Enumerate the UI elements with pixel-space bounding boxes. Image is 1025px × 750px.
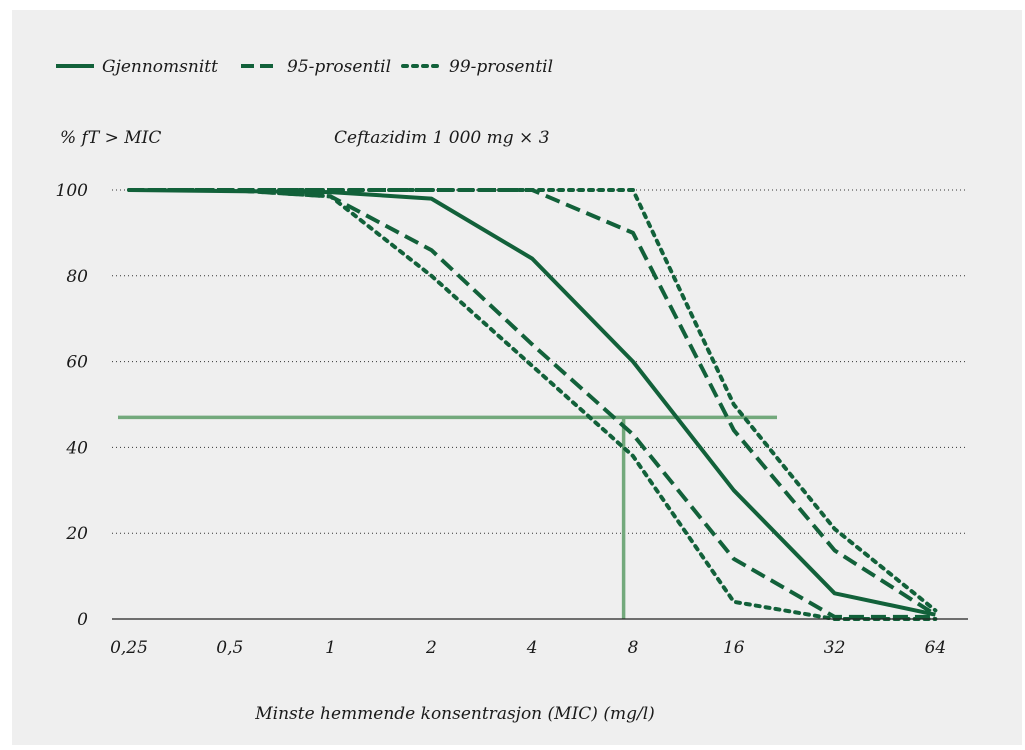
series-line-1 (129, 188, 936, 619)
gridlines (112, 189, 968, 534)
legend: Gjennomsnitt 95-prosentil 99-prosentil (56, 57, 553, 77)
series-line-3 (129, 188, 937, 617)
series-line-4 (127, 188, 938, 613)
y-tick-label: 80 (66, 267, 88, 287)
y-tick-label: 60 (66, 353, 88, 373)
line-chart: Gjennomsnitt 95-prosentil 99-prosentil % f… (56, 57, 968, 724)
x-axis-label: Minste hemmende konsentrasjon (MIC) (mg/… (254, 704, 655, 724)
y-tick-label: 40 (65, 438, 88, 458)
chart-panel: Gjennomsnitt 95-prosentil 99-prosentil % f… (12, 10, 1022, 745)
x-tick-label: 8 (628, 638, 639, 658)
legend-label-0: Gjennomsnitt (102, 57, 218, 77)
legend-label-2: 99-prosentil (449, 57, 553, 77)
x-tick-label: 2 (425, 638, 437, 658)
x-tick-label: 4 (526, 638, 538, 658)
legend-label-1: 95-prosentil (287, 57, 391, 77)
x-tick-labels: 0,25 0,5 1 2 4 8 16 32 64 (110, 638, 946, 658)
x-tick-label: 0,5 (216, 638, 243, 658)
x-tick-label: 64 (925, 638, 947, 658)
series-line-0 (128, 188, 936, 617)
series-lines (127, 188, 938, 621)
y-tick-label: 20 (65, 524, 88, 544)
x-tick-label: 16 (723, 638, 745, 658)
y-axis-label: % fT > MIC (60, 128, 161, 148)
y-tick-labels: 100 80 60 40 20 0 (56, 181, 89, 630)
x-tick-label: 1 (325, 638, 336, 658)
x-tick-label: 32 (824, 638, 846, 658)
chart-title: Ceftazidim 1 000 mg × 3 (334, 128, 550, 148)
y-tick-label: 100 (56, 181, 89, 201)
series-line-2 (127, 188, 938, 621)
y-tick-label: 0 (77, 610, 88, 630)
x-tick-label: 0,25 (110, 638, 148, 658)
reference-lines (118, 415, 777, 619)
